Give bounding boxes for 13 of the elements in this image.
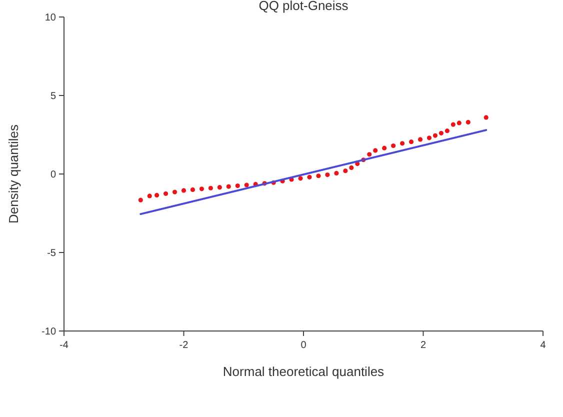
- y-tick-label: 10: [44, 12, 56, 24]
- x-tick-label: -4: [60, 340, 69, 351]
- y-axis-title: Density quantiles: [6, 124, 21, 224]
- y-tick-label: 5: [50, 91, 56, 102]
- x-tick-label: 0: [300, 340, 307, 351]
- y-tick-label: 0: [50, 170, 56, 180]
- y-tick-label: -5: [47, 248, 56, 259]
- x-tick-label: 2: [420, 340, 426, 351]
- y-tick-label: -10: [42, 326, 56, 338]
- x-tick-label: -2: [179, 340, 189, 351]
- x-tick-label: 4: [540, 340, 546, 351]
- chart-title: QQ plot-Gneiss: [258, 0, 349, 13]
- x-axis-title: Normal theoretical quantiles: [222, 364, 385, 379]
